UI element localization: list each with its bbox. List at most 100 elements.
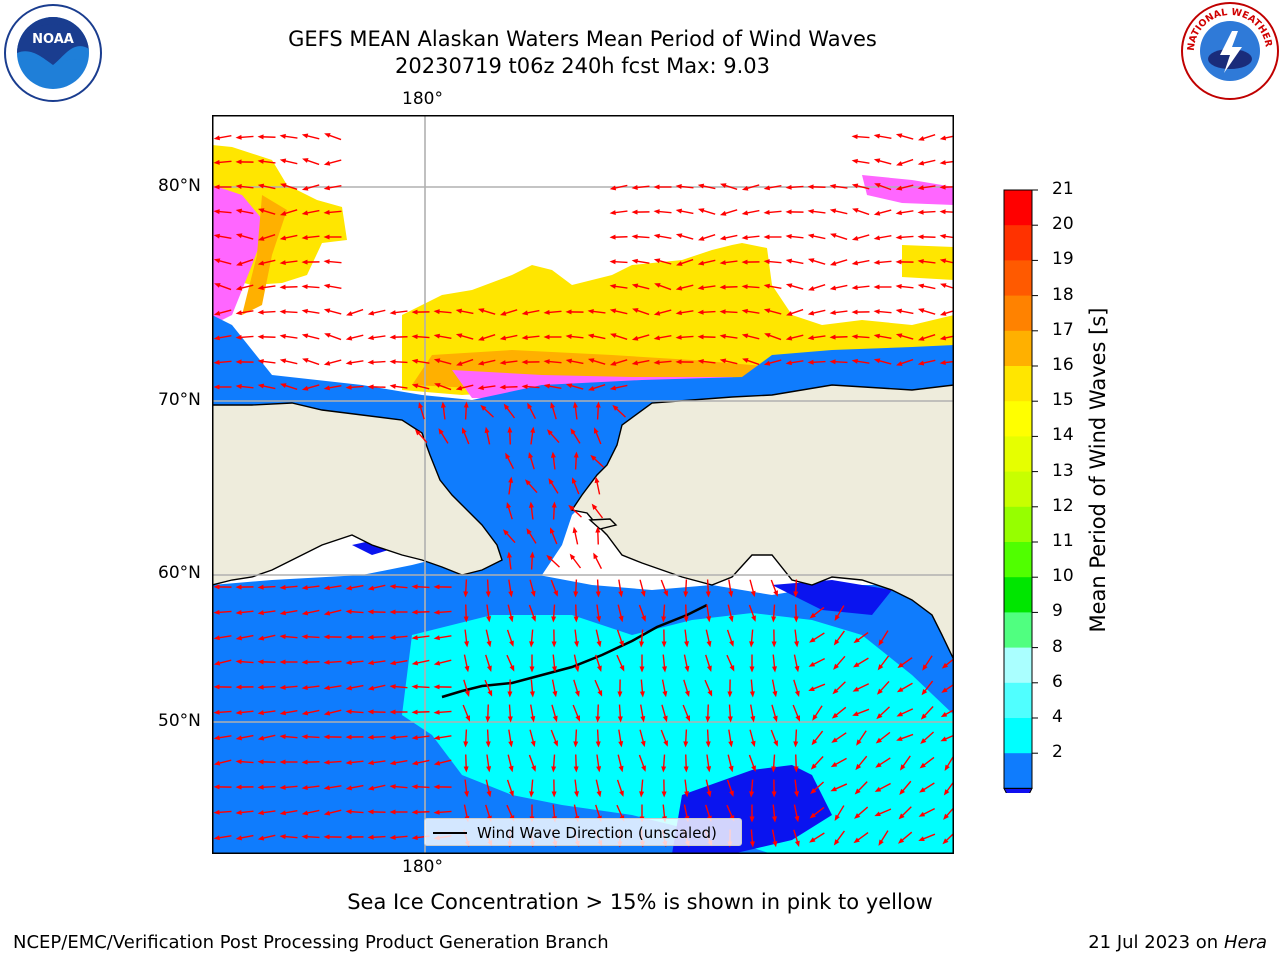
- wave-direction-arrowhead: [939, 233, 946, 239]
- wave-direction-arrowhead: [301, 810, 309, 816]
- wave-direction-arrowhead: [618, 591, 624, 598]
- wave-direction-arrowhead: [411, 334, 418, 340]
- wave-direction-arrowhead: [553, 590, 558, 597]
- wave-direction-arrowhead: [301, 385, 309, 391]
- wave-direction-arrowhead: [851, 260, 859, 266]
- wave-direction-arrowhead: [939, 258, 947, 264]
- wave-direction-arrowhead: [851, 134, 858, 140]
- wave-direction-arrowhead: [389, 584, 396, 590]
- wave-direction-arrowhead: [528, 501, 534, 508]
- wave-direction-arrowhead: [213, 609, 220, 615]
- wave-direction-arrowhead: [508, 615, 514, 623]
- wave-direction-arrowhead: [465, 715, 471, 722]
- wave-direction-arrowhead: [705, 741, 711, 748]
- colorbar-tick-label: 11: [1052, 531, 1074, 551]
- wave-direction-arrowhead: [302, 358, 309, 363]
- lat-label-60: 60°N: [158, 563, 201, 583]
- wave-direction-arrowhead: [763, 209, 770, 215]
- wave-direction-arrowhead: [257, 659, 264, 665]
- wave-direction-arrowhead: [323, 810, 331, 816]
- wave-direction-arrowhead: [301, 210, 309, 216]
- wave-direction-arrowhead: [552, 690, 558, 698]
- wave-direction-arrowhead: [257, 584, 264, 590]
- wave-direction-arrowhead: [279, 610, 287, 616]
- wave-direction-arrowhead: [235, 334, 242, 340]
- colorbar-segment: [1004, 506, 1032, 543]
- wave-direction-arrowhead: [749, 691, 755, 698]
- wave-direction-arrowhead: [684, 690, 690, 698]
- wave-direction-arrowhead: [279, 659, 286, 665]
- wave-direction-arrowhead: [719, 260, 726, 266]
- wave-direction-arrowhead: [279, 759, 286, 765]
- wave-direction-arrowhead: [793, 766, 799, 773]
- colorbar-tick-label: 6: [1052, 671, 1063, 692]
- wave-direction-arrowhead: [367, 809, 374, 815]
- wave-direction-arrowhead: [572, 401, 578, 408]
- wave-direction-arrowhead: [654, 283, 661, 288]
- wave-direction-arrowhead: [807, 310, 815, 316]
- wave-direction-arrowhead: [640, 590, 646, 598]
- colorbar-segment: [1004, 190, 1032, 226]
- wave-direction-arrowhead: [550, 451, 556, 458]
- wave-direction-arrowhead: [257, 635, 265, 641]
- wave-direction-arrowhead: [529, 551, 535, 558]
- wave-direction-arrowhead: [593, 552, 599, 560]
- wave-direction-arrowhead: [279, 333, 286, 339]
- wave-direction-arrowhead: [411, 735, 418, 741]
- wave-direction-arrowhead: [434, 383, 441, 388]
- wave-direction-arrowhead: [942, 838, 949, 845]
- wave-direction-arrowhead: [411, 609, 418, 615]
- wave-direction-arrowhead: [587, 358, 595, 364]
- wave-direction-arrowhead: [749, 666, 755, 673]
- wave-direction-arrowhead: [685, 715, 691, 722]
- wave-direction-arrowhead: [750, 715, 756, 723]
- wave-direction-arrowhead: [235, 310, 242, 316]
- wave-direction-arrowhead: [706, 766, 712, 773]
- wave-direction-arrowhead: [235, 384, 242, 390]
- wave-direction-arrowhead: [829, 183, 836, 189]
- wave-direction-arrowhead: [507, 716, 513, 723]
- wave-direction-arrowhead: [917, 283, 925, 289]
- colorbar-segment: [1004, 542, 1032, 578]
- wave-direction-arrowhead: [279, 133, 286, 139]
- wave-direction-arrowhead: [939, 335, 947, 341]
- wave-direction-arrowhead: [663, 590, 668, 597]
- wave-direction-arrowhead: [750, 590, 756, 598]
- wave-direction-arrowhead: [433, 309, 440, 315]
- colorbar-frame: [1003, 189, 1033, 789]
- wave-direction-arrowhead: [213, 384, 220, 390]
- wave-direction-arrowhead: [213, 159, 220, 165]
- wave-direction-arrowhead: [433, 709, 440, 715]
- sea-ice-note: Sea Ice Concentration > 15% is shown in …: [347, 890, 933, 914]
- wave-direction-arrowhead: [546, 554, 553, 561]
- wave-direction-arrowhead: [596, 640, 602, 648]
- colorbar-tick-label: 17: [1052, 319, 1074, 340]
- wave-direction-arrowhead: [851, 158, 858, 164]
- wave-direction-arrowhead: [597, 690, 603, 697]
- wave-direction-arrowhead: [213, 310, 221, 316]
- wave-direction-arrowhead: [551, 766, 557, 773]
- wave-direction-arrowhead: [809, 812, 816, 819]
- wave-direction-arrowhead: [323, 759, 330, 765]
- wave-direction-arrowhead: [854, 813, 861, 819]
- map-frame: [212, 115, 954, 854]
- wave-direction-arrowhead: [257, 183, 265, 189]
- wave-direction-arrowhead: [807, 258, 815, 264]
- colorbar-extend-arrow: [1003, 787, 1033, 793]
- wave-direction-arrowhead: [773, 740, 778, 747]
- wave-direction-arrowhead: [213, 258, 221, 264]
- colorbar-segment: [1004, 295, 1032, 332]
- wave-direction-arrowhead: [279, 634, 286, 640]
- wave-direction-arrowhead: [546, 429, 553, 436]
- wave-direction-arrowhead: [917, 160, 925, 166]
- wave-direction-arrowhead: [521, 359, 528, 365]
- wave-direction-arrowhead: [851, 358, 858, 364]
- wave-direction-arrowhead: [213, 584, 220, 590]
- wave-direction-arrowhead: [574, 690, 580, 698]
- wave-direction-arrowhead: [618, 765, 624, 773]
- wave-direction-arrowhead: [411, 760, 419, 766]
- wave-direction-arrowhead: [433, 809, 440, 815]
- wave-direction-arrowhead: [235, 609, 242, 615]
- wave-direction-arrowhead: [565, 309, 572, 315]
- wave-direction-arrowhead: [595, 741, 601, 748]
